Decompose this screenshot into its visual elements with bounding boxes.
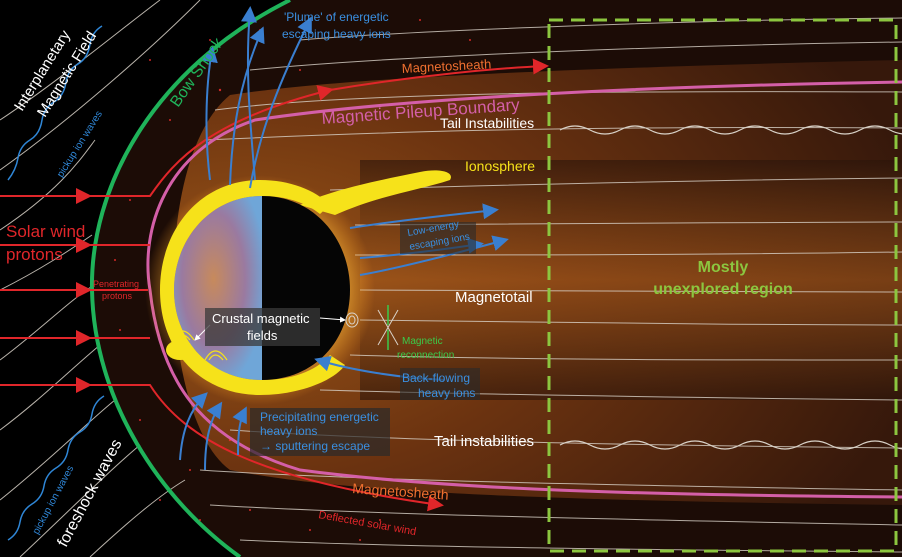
plume-label-line1: 'Plume' of energetic: [284, 10, 389, 24]
unexplored-label-line1: Mostly: [698, 259, 749, 276]
ionosphere-label: Ionosphere: [465, 158, 535, 174]
backflow-label-bg: [400, 368, 480, 400]
imf-field-lines: [0, 0, 201, 557]
crustal-label-line2: fields: [247, 328, 278, 343]
crustal-label-bg: [205, 308, 320, 346]
ionosphere-lobe-1: [166, 340, 194, 360]
reconnection-x: [377, 309, 399, 346]
solar-wind-label-line1: Solar wind: [6, 222, 85, 241]
plume-label-line2: escaping heavy ions: [282, 27, 391, 41]
solar-wind-label-line2: protons: [6, 245, 63, 264]
magnetotail-label: Magnetotail: [455, 289, 533, 306]
reconnection-label-line1: Magnetic: [402, 336, 443, 347]
pickup-wave-bottom: [7, 395, 105, 541]
tail-inst-bottom-label: Tail instabilities: [434, 433, 534, 450]
crustal-pointer-night: [319, 316, 346, 323]
precip-label-line2: heavy ions: [260, 424, 317, 438]
precip-label-line3: → sputtering escape: [260, 439, 370, 453]
ionosphere-plume: [300, 170, 451, 215]
lowenergy-label-bg: [400, 222, 476, 254]
pickup-wave-top: [7, 25, 103, 181]
tail-instability-wave-bottom: [559, 440, 902, 450]
solar-wind-arrows: [0, 58, 549, 512]
pickup-label-top: pickup ion waves: [55, 109, 105, 179]
crustal-field-loops-night: [345, 312, 359, 328]
backflow-label-line1: Back-flowing: [402, 371, 470, 385]
precip-label-bg: [250, 408, 390, 456]
tail-bright-band: [360, 160, 902, 400]
ion-escape-arrows: [179, 6, 509, 471]
foreshock-label: foreshock waves: [55, 437, 126, 550]
crustal-label-line1: Crustal magnetic: [212, 311, 310, 326]
magnetosheath-bottom-label: Magnetosheath: [352, 480, 449, 503]
magnetosheath-top-label: Magnetosheath: [401, 56, 491, 76]
penetrating-label-line1: Penetrating: [93, 279, 139, 289]
precip-label-line1: Precipitating energetic: [260, 410, 379, 424]
reconnection-label-line2: reconnection: [397, 350, 454, 361]
crustal-field-loops: [171, 330, 228, 361]
unexplored-label-line2: unexplored region: [653, 281, 793, 298]
tail-instability-wave-top: [559, 125, 902, 135]
ionosphere-layer: [160, 180, 345, 395]
backflow-label-line2: heavy ions: [418, 386, 475, 400]
penetrating-label-line2: protons: [102, 291, 133, 301]
tail-inst-top-label: Tail Instabilities: [440, 115, 534, 131]
